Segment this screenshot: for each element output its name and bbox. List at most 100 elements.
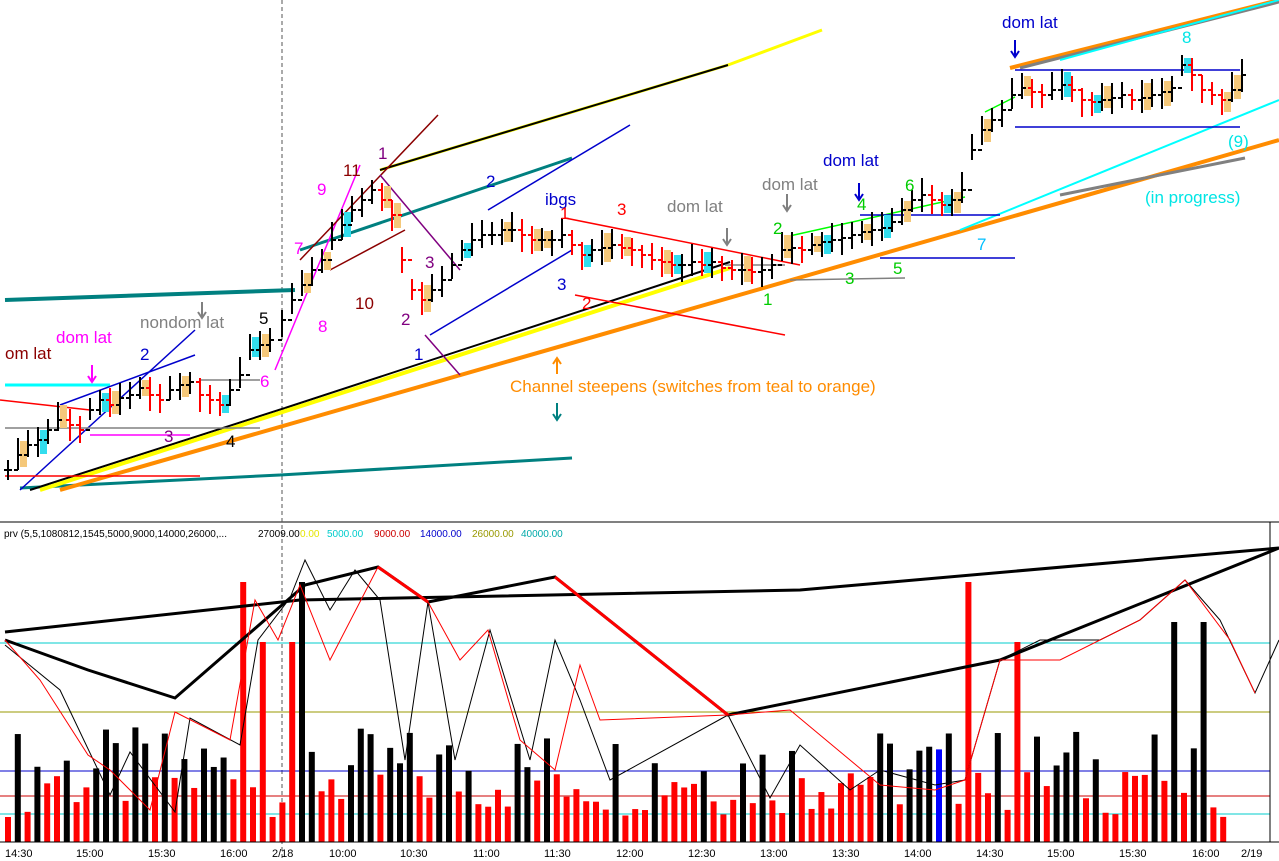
volume-bar — [857, 784, 864, 842]
x-tick-label: 16:00 — [220, 848, 248, 860]
highlight-block — [112, 391, 119, 414]
volume-bar — [426, 797, 433, 842]
volume-bar — [1073, 731, 1080, 842]
annotation-label: 10 — [355, 294, 374, 313]
highlight-block — [344, 212, 351, 237]
annotation-label: dom lat — [56, 328, 112, 347]
highlight-block — [504, 222, 511, 242]
volume-bar — [1092, 759, 1099, 842]
highlight-block — [624, 237, 631, 256]
volume-bar — [936, 749, 942, 842]
x-tick-label: 16:00 — [1192, 848, 1220, 860]
highlight-block — [674, 255, 681, 274]
volume-bar — [583, 801, 590, 842]
highlight-block — [40, 430, 47, 454]
highlight-block — [944, 195, 951, 213]
volume-bar — [455, 791, 462, 842]
volume-bar — [798, 778, 805, 842]
volume-bar — [54, 776, 60, 842]
volume-bar — [681, 787, 688, 842]
volume-bar — [24, 811, 31, 842]
volume-zigzag — [4, 546, 1279, 814]
highlight-block — [262, 334, 269, 357]
volume-panel: prv (5,5,1080812,1545,5000,9000,14000,26… — [0, 529, 1279, 842]
volume-bar — [357, 728, 364, 842]
x-tick-label: 12:00 — [616, 848, 644, 860]
highlight-block — [1224, 92, 1231, 112]
highlight-block — [904, 201, 911, 222]
volume-bar — [210, 766, 217, 842]
volume-bar — [465, 770, 472, 842]
volume-bar — [661, 795, 668, 842]
legend-entry: 40000.00 — [521, 529, 563, 540]
annotation-label: Channel steepens (switches from teal to … — [510, 377, 876, 396]
volume-bar — [1220, 816, 1227, 842]
volume-bar — [338, 798, 345, 842]
annotation-label: 3 — [617, 200, 626, 219]
volume-bar — [122, 800, 129, 842]
volume-bar — [642, 810, 648, 842]
annotation-label: ibgs — [545, 190, 576, 209]
volume-bar — [847, 773, 854, 842]
legend-entry: 9000.00 — [374, 529, 411, 540]
annotation-label: 6 — [260, 372, 269, 391]
annotation-label: om lat — [5, 344, 52, 363]
volume-bar — [1034, 736, 1040, 842]
price-bars — [4, 55, 1246, 480]
volume-bar — [1083, 798, 1089, 842]
volume-bar — [112, 743, 119, 842]
volume-bar — [250, 787, 256, 842]
x-tick-label: 11:30 — [544, 848, 571, 860]
annotation-label: 1 — [560, 204, 569, 223]
volume-bar — [406, 732, 413, 842]
x-tick-label: 14:00 — [904, 848, 932, 860]
x-tick-label: 15:00 — [76, 848, 104, 860]
volume-bar — [259, 642, 266, 842]
volume-bar — [985, 793, 991, 842]
annotation-label: (9) — [1228, 132, 1249, 151]
annotation-label: 5 — [893, 259, 902, 278]
volume-bar — [632, 809, 639, 842]
annotation-label: 3 — [845, 269, 854, 288]
highlight-block — [1164, 81, 1171, 106]
volume-bar — [1014, 642, 1021, 842]
volume-bar — [485, 806, 492, 842]
x-tick-label: 10:00 — [329, 848, 357, 860]
volume-bar — [504, 806, 511, 842]
volume-bar — [965, 582, 972, 842]
volume-bar — [994, 733, 1001, 842]
volume-bar — [328, 779, 335, 842]
volume-bar — [436, 754, 443, 842]
volume-bar — [720, 814, 727, 842]
legend-entry: 26000.00 — [472, 529, 514, 540]
volume-bar — [651, 763, 658, 842]
volume-bar — [93, 768, 100, 842]
volume-bar — [1053, 765, 1060, 842]
volume-bar — [749, 803, 756, 842]
annotation-label: (in progress) — [1145, 188, 1240, 207]
volume-bar — [34, 766, 41, 842]
x-tick-label: 2/19 — [1241, 848, 1262, 860]
volume-bar — [1181, 792, 1187, 842]
annotation-label: dom lat — [667, 197, 723, 216]
x-axis: 14:30 15:00 15:30 16:00 2/18 10:00 10:30… — [0, 522, 1279, 860]
volume-bar — [602, 809, 609, 842]
annotation-label: 5 — [259, 309, 268, 328]
volume-bar — [906, 769, 913, 842]
volume-bar — [308, 751, 315, 842]
volume-bar — [524, 767, 531, 842]
volume-bar — [1151, 734, 1158, 842]
volume-bar — [1141, 774, 1148, 842]
annotation-label: 2 — [582, 294, 591, 313]
volume-bar — [818, 792, 825, 842]
legend-entry: 0.00 — [300, 529, 320, 540]
volume-bar — [181, 759, 188, 842]
highlight-block — [182, 376, 189, 397]
volume-bar — [240, 582, 247, 842]
volume-bars — [5, 582, 1227, 842]
x-tick-label: 15:30 — [1119, 848, 1147, 860]
highlight-block — [954, 192, 961, 213]
x-tick-label: 2/18 — [272, 848, 293, 860]
volume-bar — [83, 787, 90, 842]
